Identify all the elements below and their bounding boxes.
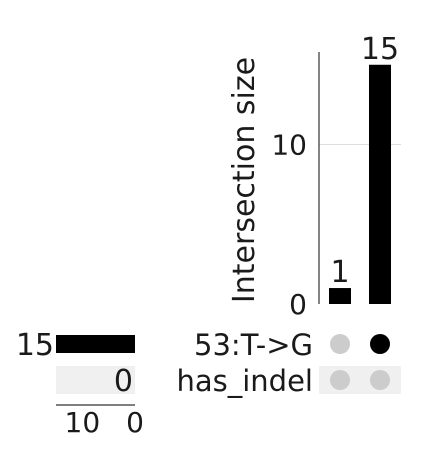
matrix-dot-inactive (330, 334, 350, 354)
y-tick-label: 10 (271, 129, 307, 162)
intersection-bar (369, 64, 391, 304)
set-size-label: 15 (16, 328, 54, 363)
marks-layer (56, 64, 391, 390)
matrix-dot-inactive (370, 370, 390, 390)
y-tick-label: 0 (289, 288, 307, 321)
intersection-bar-label: 15 (361, 32, 399, 67)
text-layer: Intersection size 0 10 1 15 10 0 15 53:T->G 0 has… (16, 32, 399, 439)
set-size-label: 0 (114, 364, 133, 399)
y-axis-label: Intersection size (227, 57, 262, 303)
set-name-label: 53:T->G (194, 328, 313, 362)
set-size-tick-label: 0 (126, 406, 144, 439)
set-name-label: has_indel (176, 364, 313, 398)
matrix-dot-active (370, 334, 390, 354)
set-size-tick-label: 10 (65, 406, 101, 439)
matrix-dot-inactive (330, 370, 350, 390)
set-size-row-shade (56, 366, 135, 394)
intersection-bar-label: 1 (330, 255, 349, 290)
intersection-bar (329, 288, 351, 304)
set-size-bar (56, 335, 135, 353)
